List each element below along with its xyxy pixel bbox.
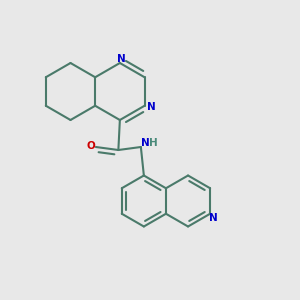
Text: N: N [147,102,155,112]
Text: N: N [117,53,126,64]
Text: N: N [141,137,150,148]
Text: H: H [149,137,158,148]
Text: O: O [86,141,95,151]
Text: N: N [209,213,218,223]
